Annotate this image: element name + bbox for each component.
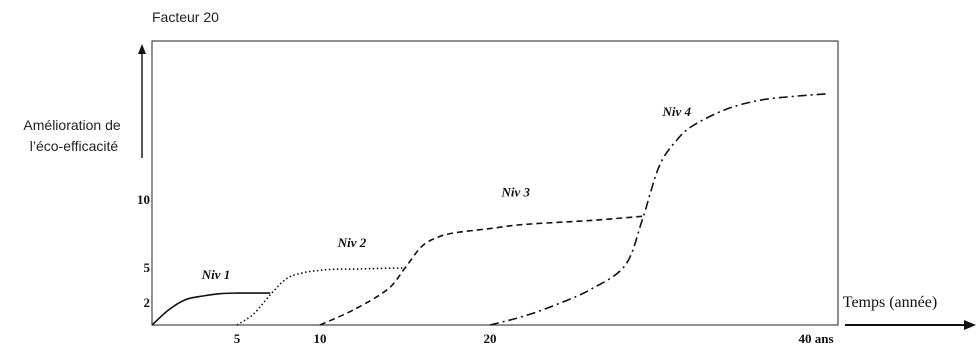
top-label: Facteur 20: [152, 9, 219, 25]
series-label-2: Niv 2: [337, 235, 367, 250]
y-axis-label-line1: Amélioration de: [23, 117, 120, 133]
series-labels: Niv 1 Niv 2 Niv 3 Niv 4: [201, 104, 692, 282]
plot-frame: [151, 40, 839, 326]
series-line-4: [489, 92, 829, 326]
series-label-3: Niv 3: [501, 184, 531, 199]
x-tick-label: 20: [484, 331, 497, 346]
y-tick-label: 10: [137, 192, 150, 207]
tick-labels: 5 10 20 40 ans 2 5 10: [137, 192, 834, 346]
series-group: [151, 92, 829, 326]
y-tick-label: 5: [144, 260, 151, 275]
series-line-3: [319, 215, 643, 326]
series-label-4: Niv 4: [662, 104, 692, 119]
y-axis-label-line2: l’éco-efficacité: [30, 138, 119, 154]
y-axis-arrowhead: [138, 44, 146, 54]
x-axis-label: Temps (année): [843, 294, 937, 311]
y-axis-label: Amélioration de l’éco-efficacité: [23, 117, 124, 154]
y-tick-label: 2: [144, 295, 151, 310]
x-tick-label: 5: [234, 331, 241, 346]
series-line-2: [236, 267, 406, 326]
x-axis-arrowhead: [964, 320, 976, 330]
x-tick-label: 10: [314, 331, 327, 346]
x-tick-label: 40 ans: [798, 331, 833, 346]
series-label-1: Niv 1: [201, 267, 231, 282]
series-line-1: [151, 292, 271, 326]
